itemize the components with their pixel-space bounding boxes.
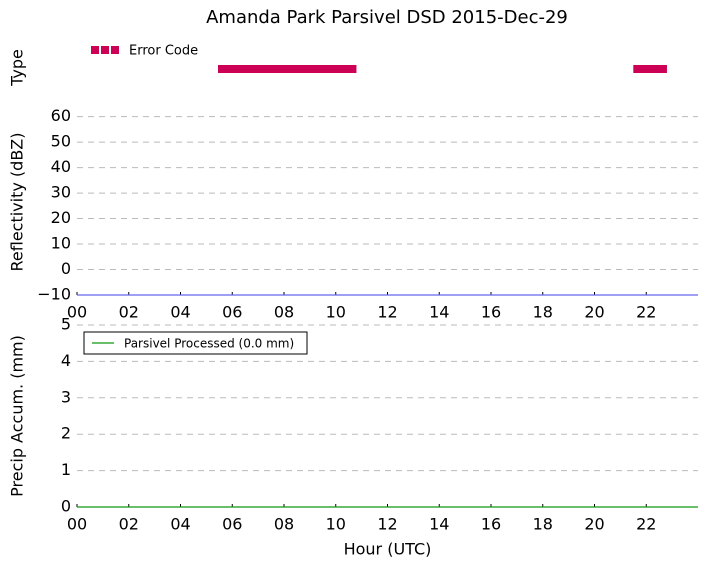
- x-tick-label: 18: [533, 303, 553, 322]
- x-tick-label: 12: [377, 303, 397, 322]
- y-tick-label: 50: [51, 132, 71, 151]
- legend-label: Error Code: [129, 44, 198, 59]
- x-tick-label: 06: [222, 303, 242, 322]
- x-tick-label: 14: [429, 515, 449, 534]
- x-tick-label: 04: [170, 515, 190, 534]
- error-bar: [218, 65, 357, 73]
- x-tick-label: 10: [326, 303, 346, 322]
- y-tick-label: 4: [61, 351, 71, 370]
- x-tick-label: 02: [119, 303, 139, 322]
- y-tick-label: 10: [51, 234, 71, 253]
- x-tick-label: 08: [274, 303, 294, 322]
- y-axis-label: Precip Accum. (mm): [8, 335, 27, 497]
- y-tick-label: −10: [37, 285, 71, 304]
- y-tick-label: 20: [51, 208, 71, 227]
- legend-swatch: [111, 46, 119, 54]
- x-tick-label: 06: [222, 515, 242, 534]
- x-tick-label: 02: [119, 515, 139, 534]
- x-tick-label: 22: [636, 515, 656, 534]
- y-axis-label: Reflectivity (dBZ): [8, 133, 27, 272]
- x-tick-label: 10: [326, 515, 346, 534]
- y-tick-label: 0: [61, 259, 71, 278]
- chart-title: Amanda Park Parsivel DSD 2015-Dec-29: [206, 7, 568, 28]
- x-tick-label: 12: [377, 515, 397, 534]
- legend-label: Parsivel Processed (0.0 mm): [124, 337, 294, 351]
- legend-box: [83, 331, 308, 355]
- y-tick-label: 0: [61, 497, 71, 516]
- error-bar: [633, 65, 667, 73]
- x-tick-label: 16: [481, 303, 501, 322]
- x-tick-label: 14: [429, 303, 449, 322]
- y-axis-label: Type: [8, 49, 27, 87]
- x-tick-label: 18: [533, 515, 553, 534]
- y-tick-label: 5: [61, 315, 71, 334]
- x-tick-label: 00: [67, 515, 87, 534]
- x-tick-label: 08: [274, 515, 294, 534]
- y-tick-label: 60: [51, 106, 71, 125]
- y-tick-label: 1: [61, 460, 71, 479]
- y-tick-label: 40: [51, 157, 71, 176]
- legend-swatch: [101, 46, 109, 54]
- y-tick-label: 30: [51, 183, 71, 202]
- x-axis-label: Hour (UTC): [344, 540, 432, 559]
- x-tick-label: 20: [584, 515, 604, 534]
- y-tick-label: 3: [61, 387, 71, 406]
- y-tick-label: 2: [61, 424, 71, 443]
- x-tick-label: 22: [636, 303, 656, 322]
- x-tick-label: 20: [584, 303, 604, 322]
- x-tick-label: 16: [481, 515, 501, 534]
- legend-swatch: [91, 46, 99, 54]
- x-tick-label: 04: [170, 303, 190, 322]
- x-tick-label: 00: [67, 303, 87, 322]
